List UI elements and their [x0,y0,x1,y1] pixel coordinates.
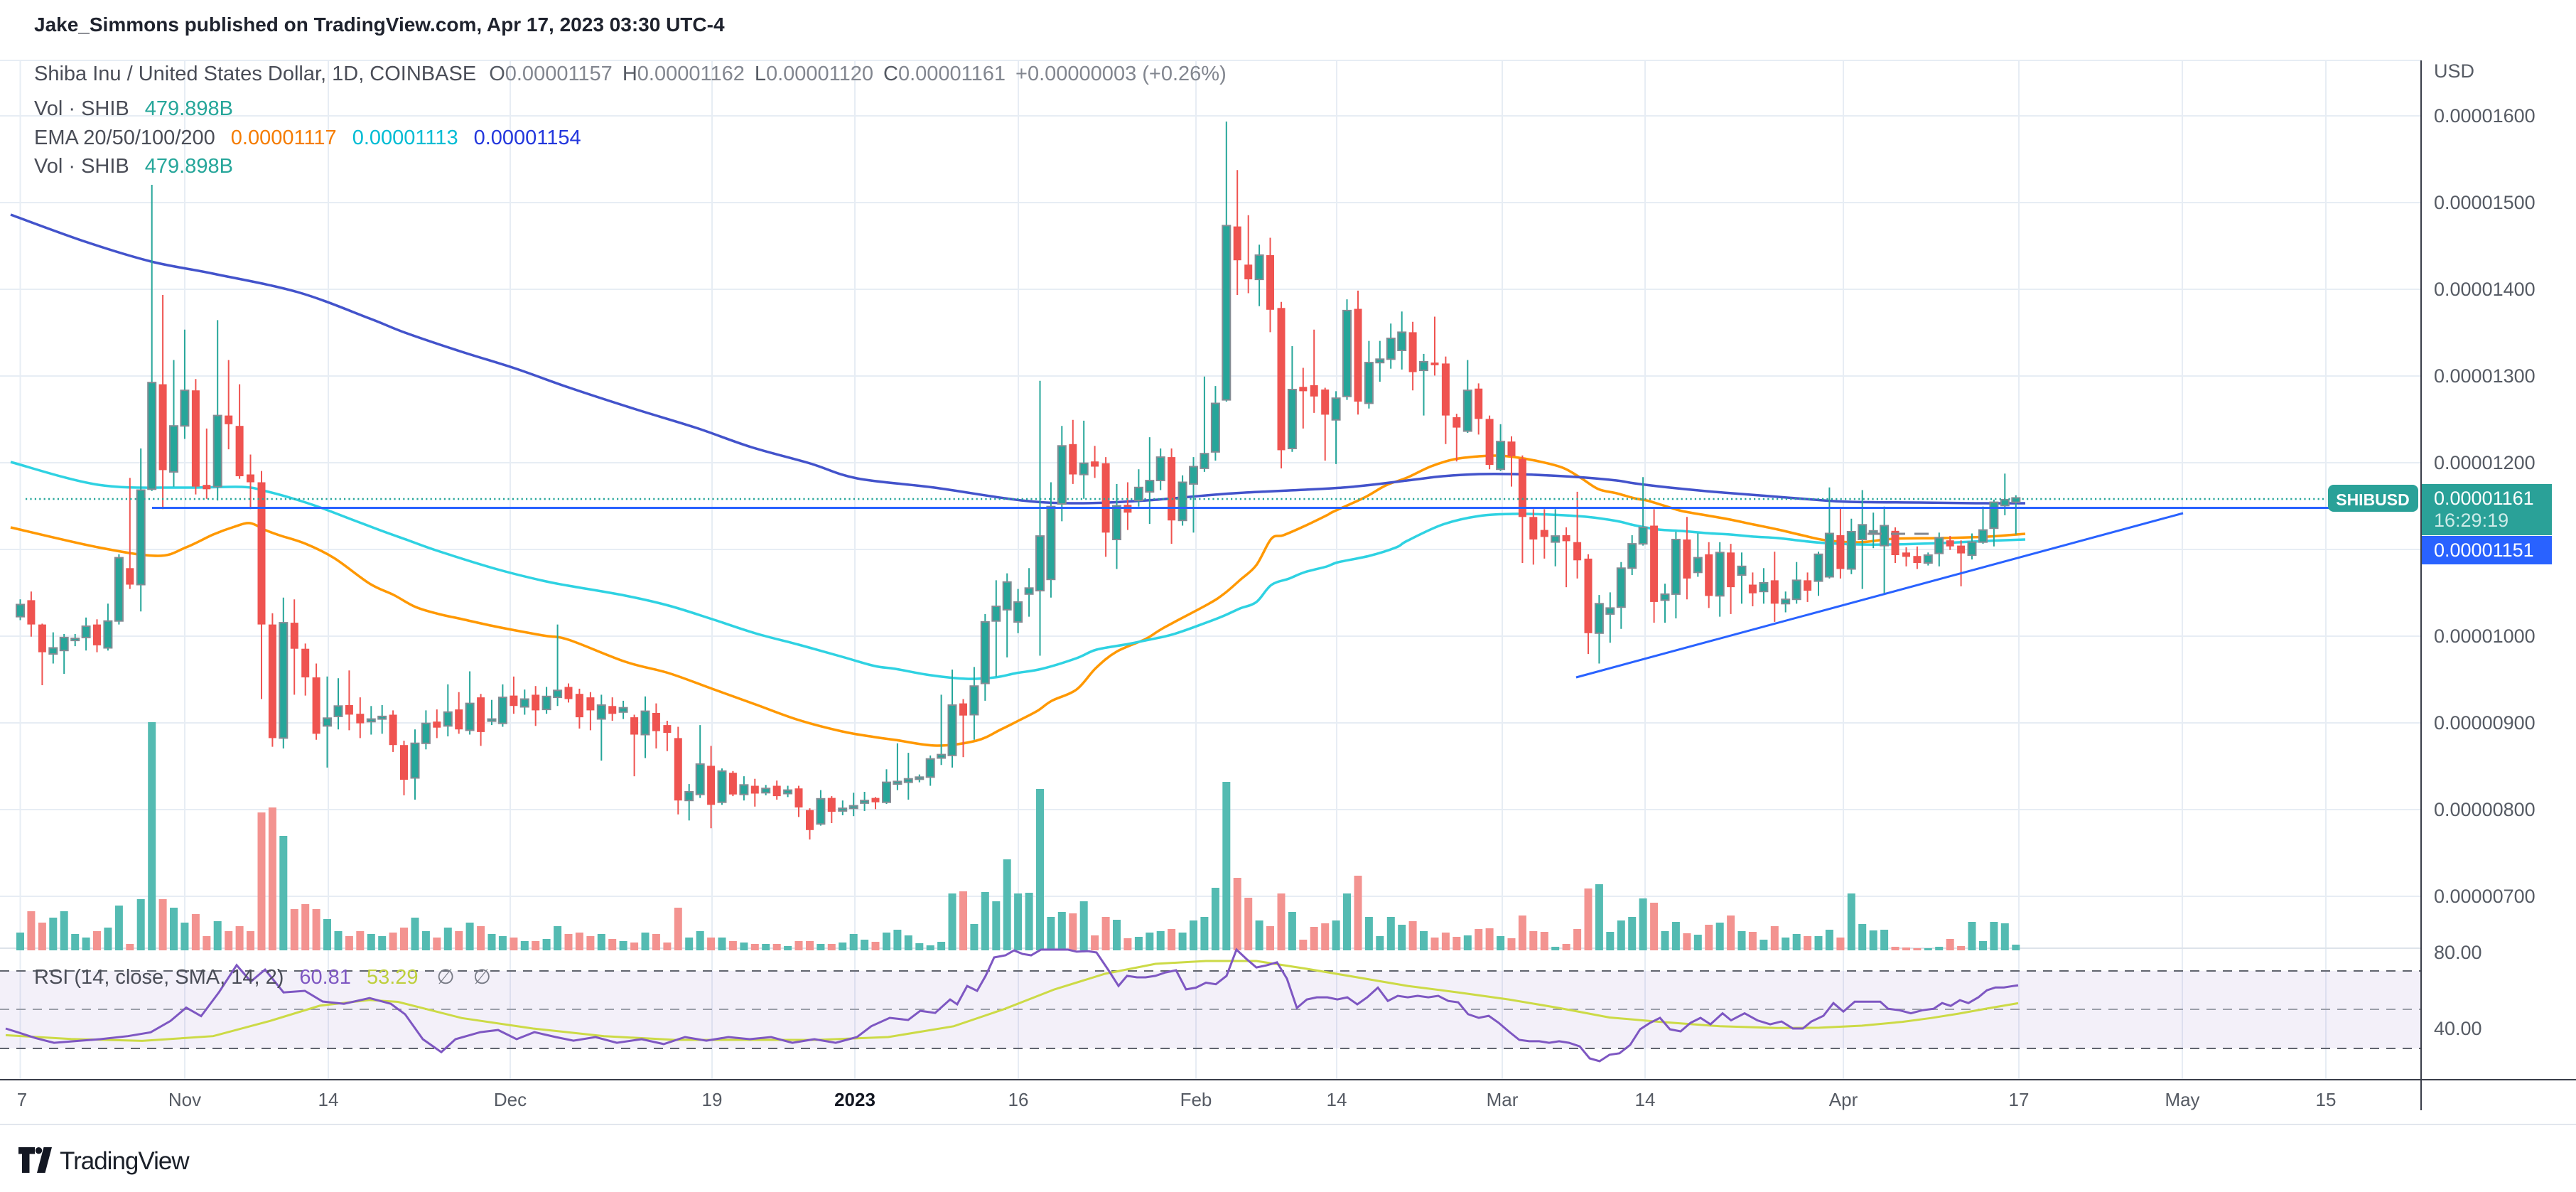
svg-text:40.00: 40.00 [2434,1018,2482,1039]
svg-text:2023: 2023 [834,1089,875,1110]
svg-text:15: 15 [2316,1089,2337,1110]
svg-text:RSI (14, close, SMA, 14, 2)60.: RSI (14, close, SMA, 14, 2) 60.81 53.29 ∅ ∅ [34,966,491,989]
svg-text:0.00000700: 0.00000700 [2434,886,2535,907]
svg-text:SHIBUSD: SHIBUSD [2336,490,2410,509]
svg-text:Shiba Inu / United States Doll: Shiba Inu / United States Dollar, 1D, CO… [34,63,1227,85]
svg-text:14: 14 [1327,1089,1347,1110]
svg-text:Feb: Feb [1180,1089,1212,1110]
svg-text:0.00001300: 0.00001300 [2434,365,2535,387]
svg-text:0.00000900: 0.00000900 [2434,712,2535,734]
svg-text:0.00000800: 0.00000800 [2434,799,2535,820]
svg-text:Mar: Mar [1487,1089,1519,1110]
svg-text:0.00001161: 0.00001161 [2434,488,2534,509]
svg-text:80.00: 80.00 [2434,942,2482,963]
svg-text:Dec: Dec [494,1089,527,1110]
svg-text:0.00001151: 0.00001151 [2434,539,2534,561]
svg-text:0.00001500: 0.00001500 [2434,192,2535,213]
svg-text:TradingView: TradingView [60,1147,190,1175]
svg-text:0.00001200: 0.00001200 [2434,452,2535,473]
svg-text:0.00001600: 0.00001600 [2434,105,2535,127]
svg-text:May: May [2165,1089,2199,1110]
svg-text:14: 14 [318,1089,339,1110]
svg-text:0.00001000: 0.00001000 [2434,625,2535,647]
svg-text:USD: USD [2434,60,2474,82]
svg-text:0.00001400: 0.00001400 [2434,279,2535,300]
svg-text:16:29:19: 16:29:19 [2434,510,2508,531]
svg-text:19: 19 [702,1089,723,1110]
svg-text:Jake_Simmons published on Trad: Jake_Simmons published on TradingView.co… [34,14,725,36]
svg-text:Apr: Apr [1829,1089,1858,1110]
svg-text:16: 16 [1008,1089,1029,1110]
svg-text:7: 7 [17,1089,27,1110]
svg-text:14: 14 [1635,1089,1656,1110]
svg-text:Nov: Nov [168,1089,201,1110]
svg-text:17: 17 [2009,1089,2030,1110]
